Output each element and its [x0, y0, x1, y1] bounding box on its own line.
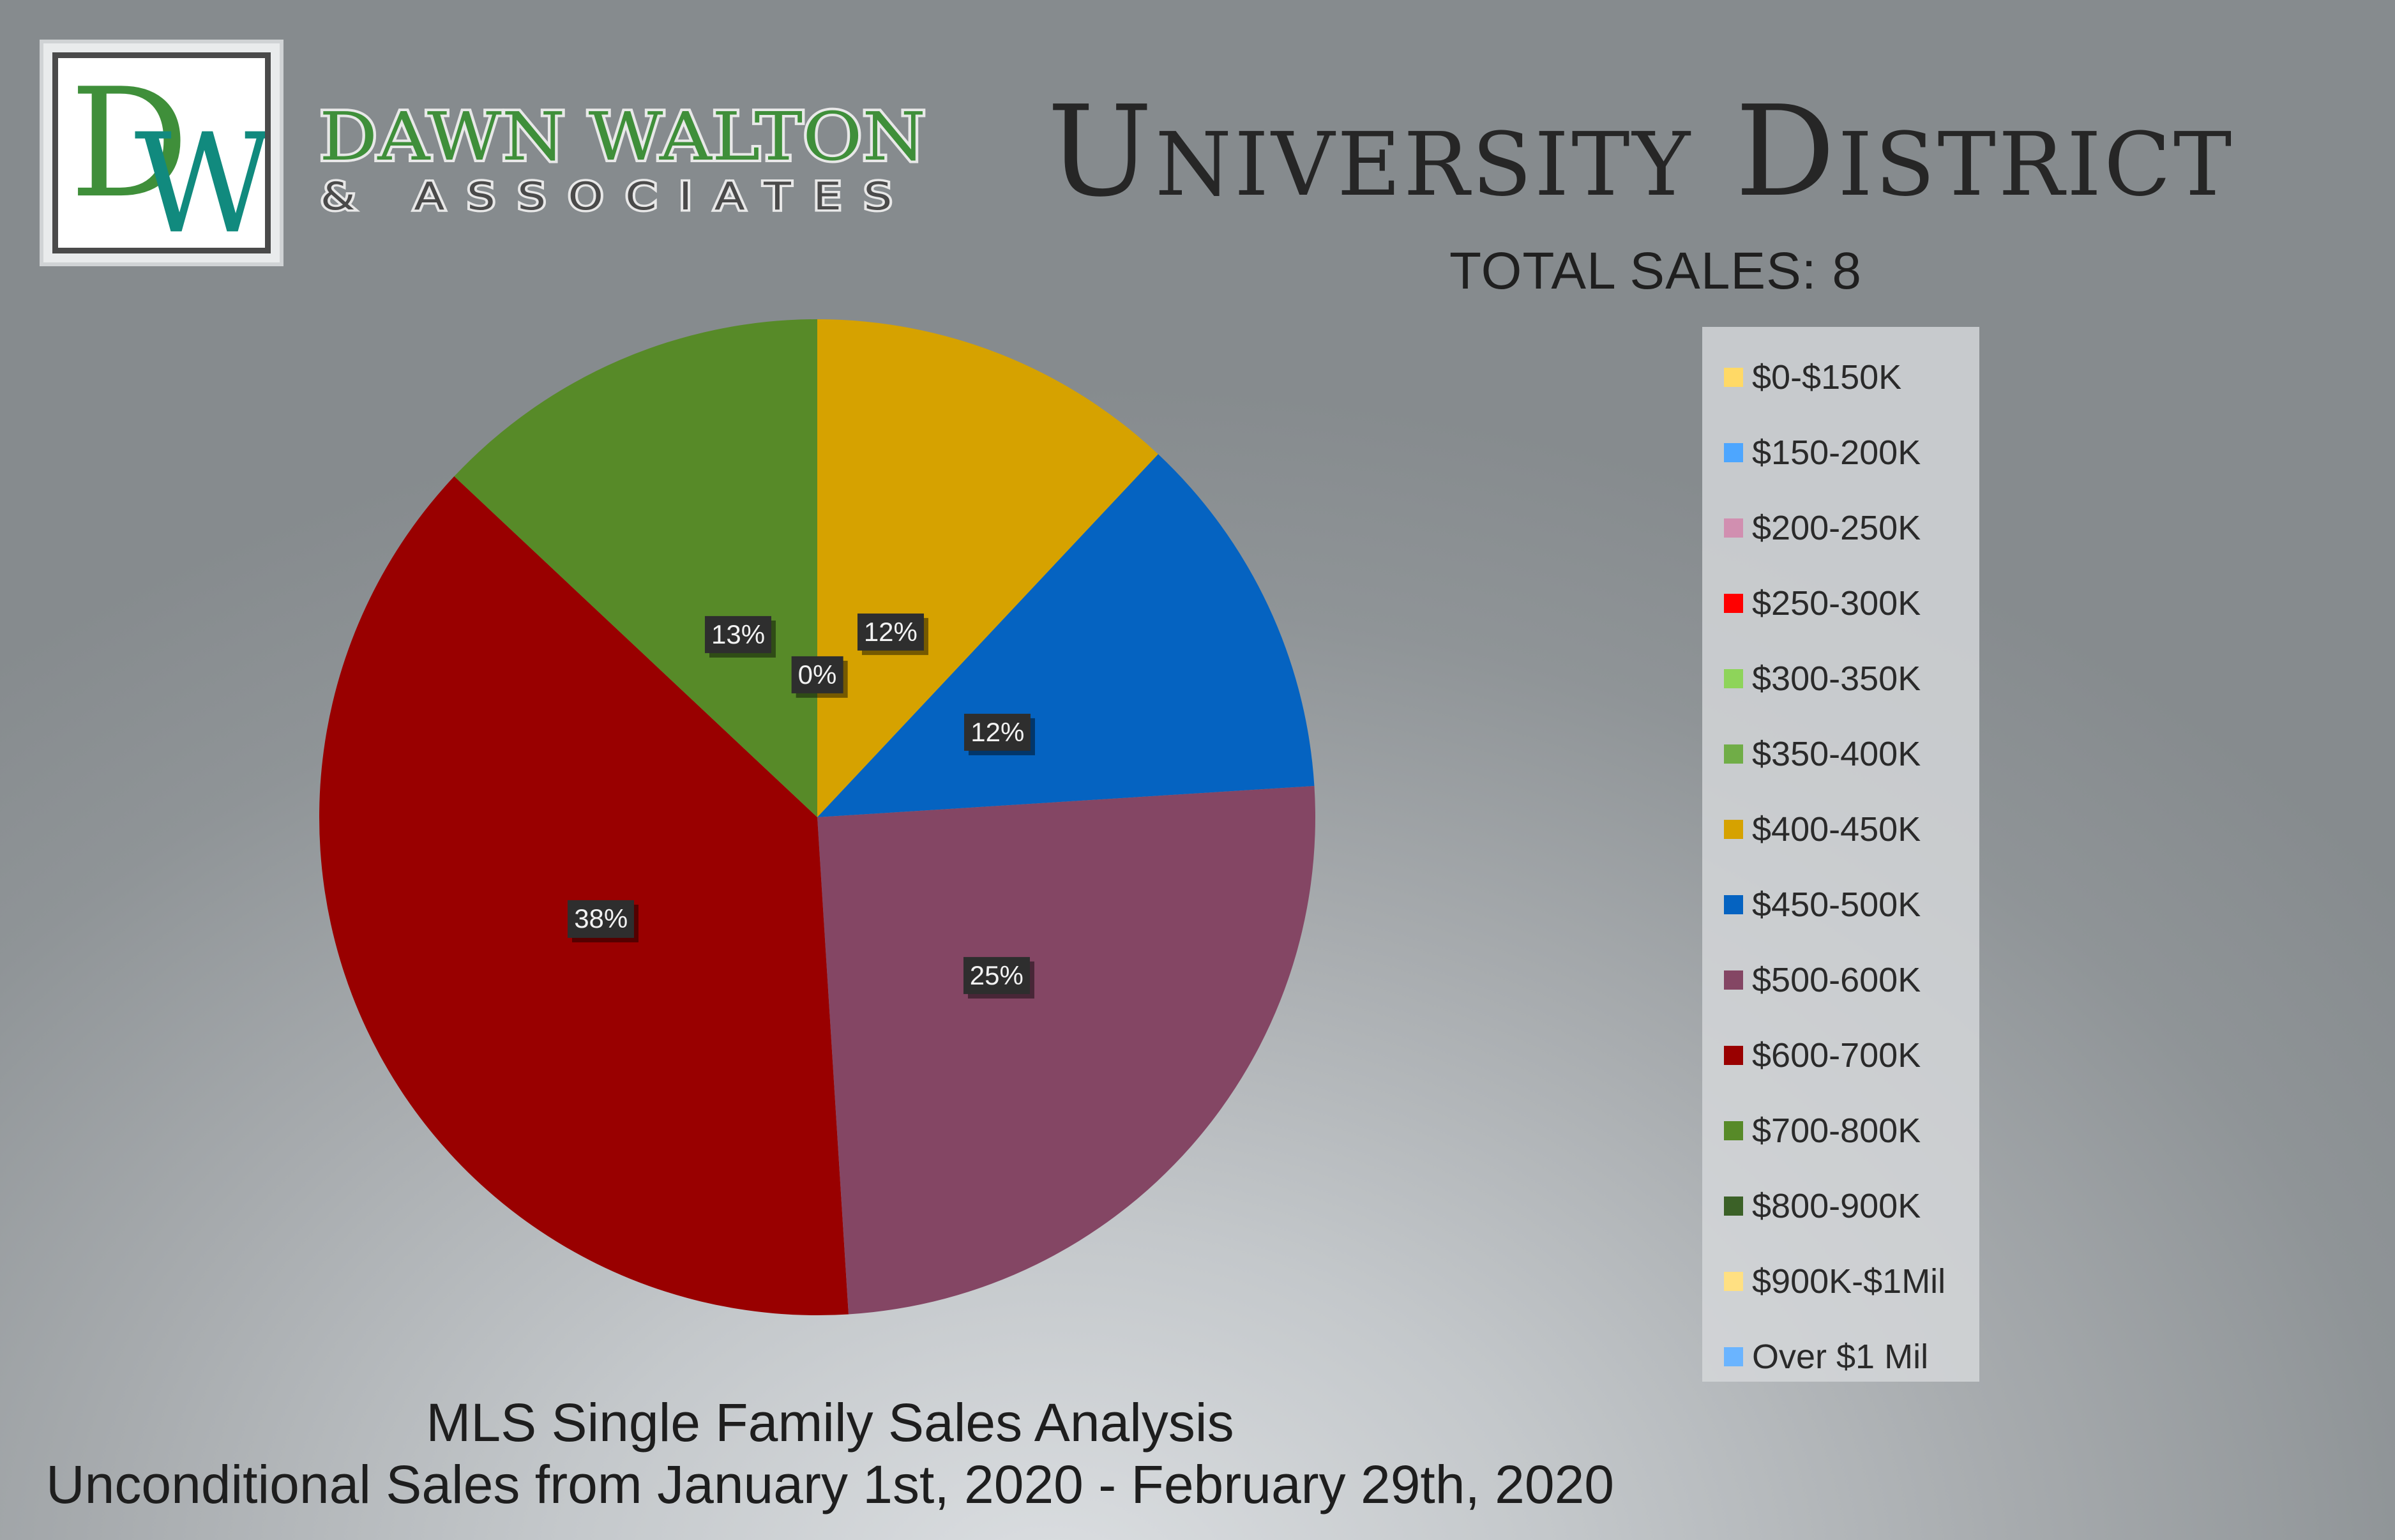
- pie-slice: [817, 786, 1315, 1315]
- pie-data-label: 12%: [964, 714, 1031, 751]
- pie-slice: [319, 476, 849, 1315]
- legend-swatch: [1724, 1347, 1743, 1366]
- logo-frame: D W: [40, 40, 283, 266]
- legend-label: Over $1 Mil: [1752, 1338, 1929, 1376]
- legend-label: $350-400K: [1752, 735, 1921, 773]
- footer-line2: Unconditional Sales from January 1st, 20…: [45, 1454, 1615, 1515]
- total-sales: TOTAL SALES: 8: [1449, 242, 1862, 300]
- legend-label: $150-200K: [1752, 434, 1921, 472]
- legend-label: $300-350K: [1752, 660, 1921, 698]
- logo-monogram: D W: [52, 52, 271, 253]
- footer: MLS Single Family Sales Analysis Uncondi…: [0, 1392, 1660, 1516]
- legend-label: $900K-$1Mil: [1752, 1262, 1946, 1301]
- legend-item: $350-400K: [1702, 716, 1979, 792]
- svg-text:& ASSOCIATES: & ASSOCIATES: [321, 174, 914, 219]
- legend-swatch: [1724, 1197, 1743, 1216]
- legend-swatch: [1724, 518, 1743, 538]
- legend-swatch: [1724, 970, 1743, 990]
- dw-monogram-icon: D W: [70, 58, 265, 248]
- pie-slice: [817, 454, 1315, 817]
- legend-label: $200-250K: [1752, 509, 1921, 547]
- legend-item: $800-900K: [1702, 1168, 1979, 1244]
- legend-swatch: [1724, 1046, 1743, 1065]
- pie-slice: [454, 319, 817, 817]
- legend-item: $450-500K: [1702, 867, 1979, 942]
- pie-chart: 12% 12% 25% 38% 13% 0%: [306, 319, 1328, 1341]
- legend-item: $150-200K: [1702, 415, 1979, 490]
- legend-swatch: [1724, 744, 1743, 764]
- brand-name: DAWN WALTON & ASSOCIATES: [313, 96, 951, 223]
- legend-item: $600-700K: [1702, 1018, 1979, 1093]
- legend-item: $0-$150K: [1702, 340, 1979, 415]
- legend-item: $700-800K: [1702, 1093, 1979, 1168]
- pie-data-label: 0%: [791, 656, 843, 694]
- pie-data-label: 13%: [705, 615, 772, 653]
- pie-data-label: 25%: [963, 956, 1030, 994]
- svg-text:W: W: [134, 104, 265, 248]
- legend-item: $200-250K: [1702, 490, 1979, 566]
- legend-label: $600-700K: [1752, 1036, 1921, 1075]
- pie-data-label: 38%: [568, 900, 635, 938]
- legend-label: $250-300K: [1752, 584, 1921, 623]
- legend-label: $400-450K: [1752, 810, 1921, 849]
- legend-label: $500-600K: [1752, 961, 1921, 999]
- legend-label: $700-800K: [1752, 1112, 1921, 1150]
- legend-item: $250-300K: [1702, 566, 1979, 641]
- legend-swatch: [1724, 669, 1743, 688]
- legend-swatch: [1724, 368, 1743, 387]
- legend-swatch: [1724, 820, 1743, 839]
- legend-swatch: [1724, 1121, 1743, 1140]
- legend-swatch: [1724, 895, 1743, 914]
- legend-label: $0-$150K: [1752, 358, 1902, 396]
- legend-swatch: [1724, 1272, 1743, 1291]
- legend-swatch: [1724, 594, 1743, 613]
- page-title: University District: [1047, 79, 2235, 225]
- svg-text:DAWN WALTON: DAWN WALTON: [319, 98, 926, 176]
- legend-item: Over $1 Mil: [1702, 1319, 1979, 1394]
- legend-item: $900K-$1Mil: [1702, 1244, 1979, 1319]
- svg-text:D: D: [70, 58, 189, 231]
- pie-svg: [319, 319, 1315, 1315]
- chart-legend: $0-$150K $150-200K $200-250K $250-300K $300-…: [1702, 327, 1979, 1382]
- pie-slice: [817, 319, 1158, 817]
- pie-data-label: 12%: [857, 613, 924, 651]
- footer-line1: MLS Single Family Sales Analysis: [426, 1393, 1234, 1453]
- legend-label: $450-500K: [1752, 886, 1921, 924]
- legend-swatch: [1724, 443, 1743, 462]
- legend-label: $800-900K: [1752, 1187, 1921, 1225]
- legend-item: $300-350K: [1702, 641, 1979, 716]
- legend-item: $400-450K: [1702, 792, 1979, 867]
- legend-item: $500-600K: [1702, 942, 1979, 1018]
